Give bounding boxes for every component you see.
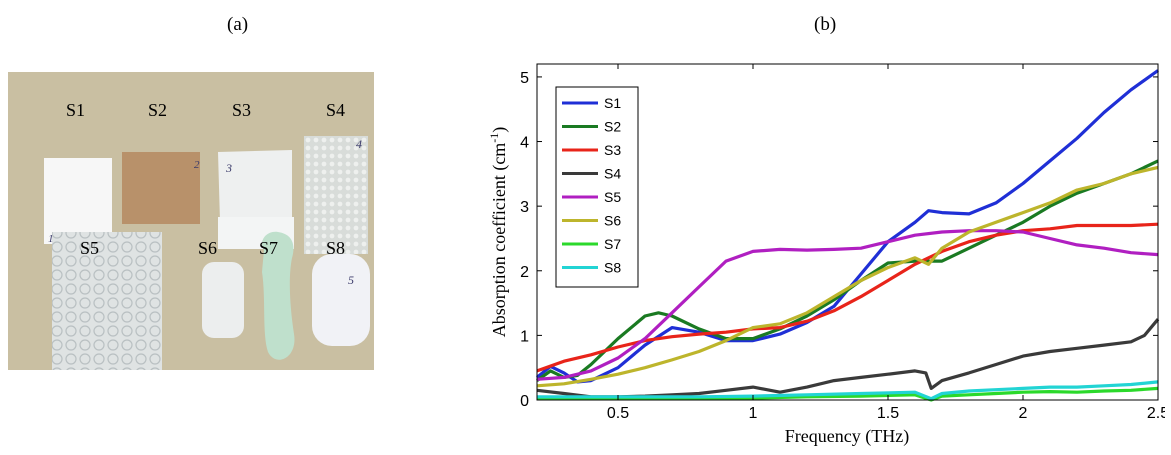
legend: S1 S2 S3 S4 S5 S6 S7 S8	[555, 86, 639, 288]
x-tick-label: 2	[1019, 405, 1028, 422]
legend-box	[555, 86, 639, 288]
y-tick-label: 4	[520, 135, 529, 152]
samples-photo: S1 S2 S3 S4 S5 S6 S7 S8 1 2 3 4 5	[8, 72, 374, 370]
legend-label-s5: S5	[604, 189, 621, 205]
photo-label-s5: S5	[80, 238, 99, 258]
x-tick-label: 2.5	[1147, 405, 1165, 422]
legend-label-s4: S4	[604, 166, 621, 182]
absorption-chart: 0.5 1 1.5 2 2.5 0 1 2 3 4 5 Frequency (THz) Absorp…	[487, 63, 1165, 447]
photo-label-s6: S6	[198, 238, 217, 258]
sample-s8-block	[312, 254, 370, 346]
photo-label-s8: S8	[326, 238, 345, 258]
handwritten-2: 2	[194, 159, 200, 171]
handwritten-5: 5	[348, 273, 354, 287]
x-axis-title: Frequency (THz)	[785, 426, 909, 447]
handwritten-3: 3	[225, 161, 232, 175]
y-axis-title: Absorption coefficient (cm-1)	[487, 127, 510, 338]
legend-label-s7: S7	[604, 236, 621, 252]
handwritten-1: 1	[48, 233, 54, 245]
photo-label-s1: S1	[66, 100, 85, 120]
sample-s5-bubblewrap	[52, 232, 162, 370]
photo-label-s4: S4	[326, 100, 345, 120]
series-line-s8	[537, 380, 1159, 401]
series-line-s2	[536, 159, 1159, 382]
x-tick-label: 1.5	[877, 405, 899, 422]
x-tick-label: 1	[749, 405, 758, 422]
y-tick-label: 0	[520, 393, 529, 410]
legend-label-s2: S2	[604, 119, 621, 135]
series-line-s5	[536, 229, 1159, 381]
y-axis-title-end: )	[489, 127, 510, 133]
y-axis-title-main: Absorption coefficient (cm	[489, 143, 510, 338]
legend-label-s6: S6	[604, 213, 621, 229]
series-layer	[535, 69, 1160, 402]
series-line-s6	[536, 165, 1159, 388]
y-tick-label: 1	[520, 328, 529, 345]
sample-s7-green-foam	[261, 231, 295, 360]
photo-label-s3: S3	[232, 100, 251, 120]
y-tick-label: 3	[520, 199, 529, 216]
sample-s4-foam	[304, 136, 368, 254]
legend-label-s8: S8	[604, 260, 621, 276]
sample-s1-paper	[44, 158, 112, 244]
y-tick-label: 2	[520, 264, 529, 281]
sample-s2-cardboard	[122, 152, 200, 224]
legend-label-s1: S1	[604, 95, 621, 111]
sample-s6-block	[202, 262, 244, 338]
panel-label-b: (b)	[814, 14, 837, 35]
y-tick-label: 5	[520, 70, 529, 87]
x-tick-label: 0.5	[607, 405, 629, 422]
photo-label-s2: S2	[148, 100, 167, 120]
photo-label-s7: S7	[259, 238, 278, 258]
ticks-layer: 0.5 1 1.5 2 2.5 0 1 2 3 4 5	[520, 64, 1165, 422]
legend-label-s3: S3	[604, 142, 621, 158]
y-axis-title-sup: -1	[487, 133, 501, 143]
panel-label-a: (a)	[227, 14, 249, 35]
handwritten-4: 4	[356, 137, 362, 151]
sample-s3-paper	[218, 150, 292, 222]
plot-frame	[536, 63, 1159, 401]
